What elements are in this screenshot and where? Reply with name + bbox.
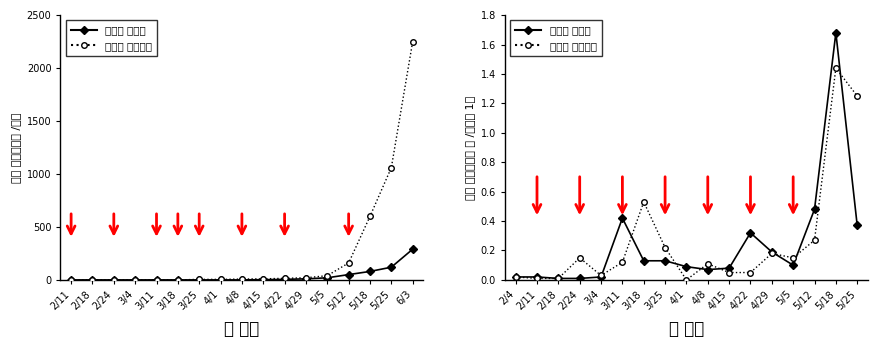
X-axis label: 조 사일: 조 사일 xyxy=(668,320,703,338)
Legend: 용성리 전격구, 용성리 무치리구: 용성리 전격구, 용성리 무치리구 xyxy=(66,20,157,56)
Legend: 용성리 전격구, 용성리 무치리구: 용성리 전격구, 용성리 무치리구 xyxy=(509,20,601,56)
Y-axis label: 온실 가루이유충 수 /토마토 1주: 온실 가루이유충 수 /토마토 1주 xyxy=(464,95,474,200)
Y-axis label: 온실 가루이성충 /트낙: 온실 가루이성충 /트낙 xyxy=(11,112,21,183)
X-axis label: 조 사일: 조 사일 xyxy=(224,320,259,338)
